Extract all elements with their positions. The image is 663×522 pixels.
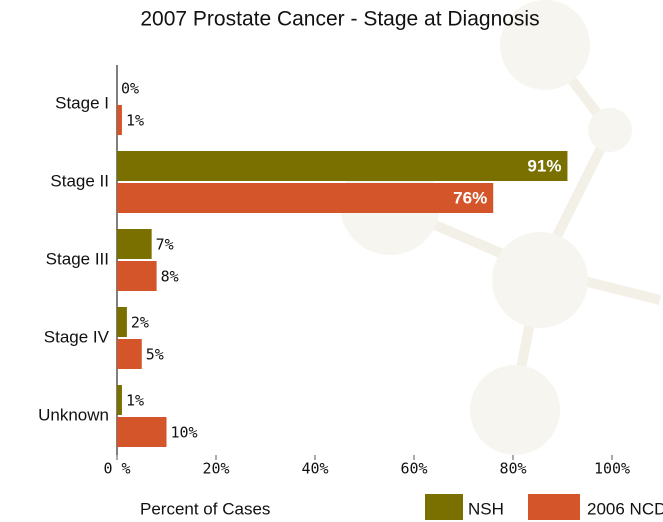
background-decoration <box>340 0 662 455</box>
bar <box>117 307 127 337</box>
bar <box>117 183 494 213</box>
chart-title: 2007 Prostate Cancer - Stage at Diagnosi… <box>140 8 539 31</box>
bar <box>117 105 122 135</box>
legend-swatch <box>528 494 580 520</box>
bar <box>117 417 167 447</box>
value-label: 5% <box>146 346 164 364</box>
x-tick-label: 0 % <box>103 460 130 478</box>
x-tick-label: 60% <box>400 460 427 478</box>
value-label: 1% <box>126 392 144 410</box>
legend-swatch <box>425 494 463 520</box>
x-tick-label: 100% <box>594 460 630 478</box>
legend-label: NSH <box>468 499 504 518</box>
value-label: 8% <box>161 268 179 286</box>
legend-label: 2006 NCDB <box>587 499 663 518</box>
value-label: 10% <box>171 424 198 442</box>
y-tick-label: Unknown <box>38 405 109 424</box>
bar <box>117 385 122 415</box>
value-label: 1% <box>126 112 144 130</box>
y-tick-label: Stage II <box>50 171 109 190</box>
value-label: 76% <box>453 188 487 207</box>
value-label: 91% <box>527 156 561 175</box>
value-label: 0% <box>121 80 139 98</box>
bar <box>117 339 142 369</box>
x-tick-label: 20% <box>202 460 229 478</box>
x-tick-label: 40% <box>301 460 328 478</box>
y-tick-label: Stage I <box>55 93 109 112</box>
bar <box>117 151 568 181</box>
bar <box>117 229 152 259</box>
x-tick-label: 80% <box>499 460 526 478</box>
y-tick-label: Stage IV <box>44 327 110 346</box>
y-tick-label: Stage III <box>46 249 109 268</box>
value-label: 2% <box>131 314 149 332</box>
x-axis-label: Percent of Cases <box>140 499 270 518</box>
bar <box>117 261 157 291</box>
value-label: 7% <box>156 236 174 254</box>
